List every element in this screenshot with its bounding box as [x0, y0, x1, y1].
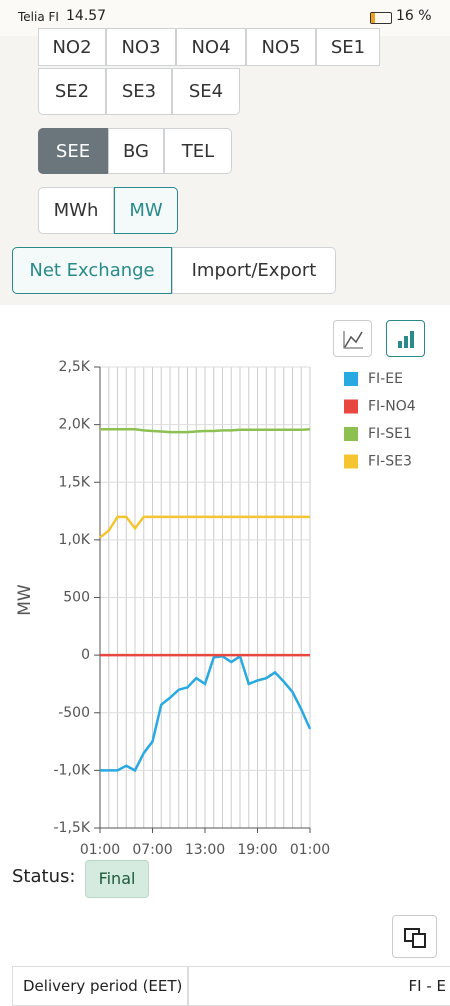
x-tick-label: 01:00: [290, 842, 330, 858]
series-line: [99, 515, 310, 539]
legend-swatch: [344, 372, 358, 386]
legend-swatch: [344, 399, 358, 414]
x-tick-label: 01:00: [80, 842, 120, 858]
x-tick-label: 13:00: [185, 842, 225, 858]
export-button[interactable]: [392, 915, 437, 958]
view-button[interactable]: Net Exchange: [12, 247, 172, 294]
area-button[interactable]: NO5: [246, 28, 316, 66]
status-badge: Final: [85, 860, 149, 898]
area-button[interactable]: SE2: [38, 68, 106, 115]
y-tick-label: 2,0K: [59, 417, 91, 433]
y-tick-label: 0: [81, 647, 90, 663]
area-button[interactable]: SE1: [316, 28, 380, 66]
y-tick-label: 500: [63, 590, 90, 606]
area-button[interactable]: NO4: [176, 28, 246, 66]
area-button[interactable]: NO2: [38, 28, 106, 66]
bar-chart-toggle[interactable]: [386, 320, 425, 357]
y-tick-label: -500: [58, 705, 90, 721]
table-header-cell: Delivery period (EET): [12, 966, 188, 1006]
carrier: Telia FI: [18, 10, 59, 24]
clock: 14.57: [66, 8, 107, 24]
y-tick-label: 1,0K: [59, 532, 91, 548]
status-label: Status:: [12, 866, 76, 887]
legend-label: FI-NO4: [368, 399, 416, 415]
chart: MW -1,5K -1,0K -500 0 500 1,0K 1,5K 2,0K 2,5K 01:…: [15, 359, 416, 858]
legend-label: FI-SE1: [368, 426, 412, 442]
line-chart-toggle[interactable]: [333, 320, 372, 357]
table-header-cell: FI - E: [188, 966, 450, 1006]
legend-label: FI-SE3: [368, 454, 412, 470]
y-tick-label: -1,0K: [54, 762, 91, 778]
area-button[interactable]: NO3: [106, 28, 176, 66]
y-tick-label: 1,5K: [59, 474, 91, 490]
unit-button[interactable]: MW: [114, 187, 178, 234]
x-tick-label: 19:00: [237, 842, 277, 858]
region-button[interactable]: SEE: [38, 128, 108, 174]
x-tick-label: 07:00: [132, 842, 172, 858]
region-button[interactable]: TEL: [164, 128, 232, 174]
legend-label: FI-EE: [368, 371, 403, 387]
series-line: [100, 427, 311, 434]
legend-swatch: [344, 454, 358, 469]
unit-button[interactable]: MWh: [38, 187, 114, 234]
view-button[interactable]: Import/Export: [172, 247, 336, 294]
area-button[interactable]: SE4: [172, 68, 240, 115]
area-button[interactable]: SE3: [106, 68, 172, 115]
y-tick-label: 2,5K: [59, 359, 91, 375]
battery-icon: [370, 12, 392, 24]
y-tick-label: -1,5K: [54, 820, 91, 836]
y-axis-label: MW: [15, 584, 35, 616]
series-line: [100, 654, 312, 773]
region-button[interactable]: BG: [108, 128, 164, 174]
legend-swatch: [344, 427, 358, 441]
battery: 16 %: [396, 8, 432, 24]
